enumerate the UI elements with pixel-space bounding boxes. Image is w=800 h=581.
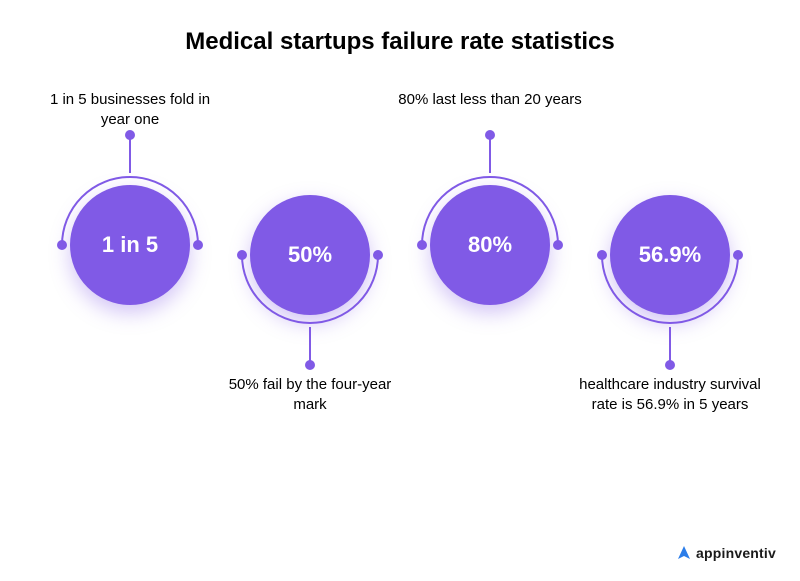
stat-value: 80% xyxy=(468,232,512,258)
page-title: Medical startups failure rate statistics xyxy=(0,0,800,56)
brand-logo: appinventiv xyxy=(676,545,776,561)
connector-line xyxy=(489,135,491,173)
stat-item: 56.9% healthcare industry survival rate … xyxy=(580,100,760,330)
stat-circle: 56.9% xyxy=(610,195,730,315)
connector-dot xyxy=(125,130,135,140)
stat-value: 56.9% xyxy=(639,242,701,268)
stat-label: 50% fail by the four-year mark xyxy=(215,375,405,416)
stat-circle-wrap: 56.9% xyxy=(595,180,745,330)
arc-endpoint-dot xyxy=(237,250,247,260)
stat-item: 50% 50% fail by the four-year mark xyxy=(220,100,400,330)
connector-dot xyxy=(485,130,495,140)
stats-row: 1 in 5 businesses fold in year one 1 in … xyxy=(0,100,800,500)
logo-mark-icon xyxy=(676,545,692,561)
stat-label: 80% last less than 20 years xyxy=(395,90,585,110)
stat-value: 50% xyxy=(288,242,332,268)
arc-endpoint-dot xyxy=(193,240,203,250)
arc-endpoint-dot xyxy=(553,240,563,250)
stat-item: 1 in 5 businesses fold in year one 1 in … xyxy=(40,100,220,320)
connector-dot xyxy=(305,360,315,370)
arc-endpoint-dot xyxy=(57,240,67,250)
arc-endpoint-dot xyxy=(417,240,427,250)
logo-text: appinventiv xyxy=(696,545,776,561)
stat-circle-wrap: 50% xyxy=(235,180,385,330)
arc-endpoint-dot xyxy=(597,250,607,260)
stat-circle-wrap: 1 in 5 xyxy=(55,170,205,320)
stat-value: 1 in 5 xyxy=(102,232,158,258)
connector-line xyxy=(129,135,131,173)
stat-circle: 80% xyxy=(430,185,550,305)
stat-label: healthcare industry survival rate is 56.… xyxy=(575,375,765,416)
arc-endpoint-dot xyxy=(373,250,383,260)
stat-circle: 1 in 5 xyxy=(70,185,190,305)
stat-item: 80% last less than 20 years 80% xyxy=(400,100,580,320)
stat-circle-wrap: 80% xyxy=(415,170,565,320)
stat-circle: 50% xyxy=(250,195,370,315)
arc-endpoint-dot xyxy=(733,250,743,260)
stat-label: 1 in 5 businesses fold in year one xyxy=(35,90,225,131)
connector-dot xyxy=(665,360,675,370)
